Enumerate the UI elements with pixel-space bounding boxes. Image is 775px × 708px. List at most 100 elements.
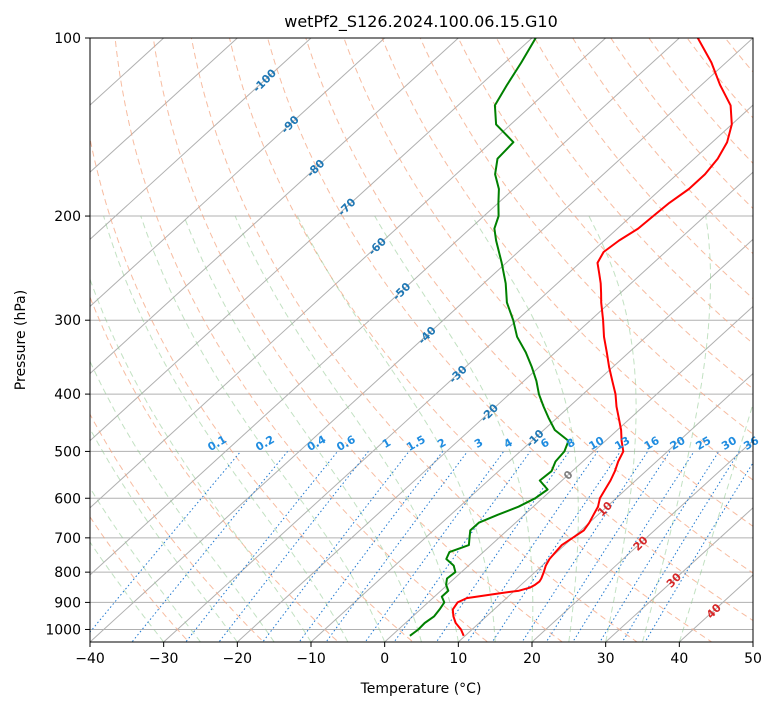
dry-adiabat-line — [114, 38, 489, 642]
mixing-ratio-label: 6 — [538, 436, 551, 451]
y-tick-label: 400 — [54, 387, 81, 403]
y-tick-label: 1000 — [45, 622, 81, 638]
dry-adiabat-line — [267, 38, 753, 622]
mixing-ratio-line — [599, 451, 720, 642]
dry-adiabat-line — [419, 38, 753, 435]
x-tick-label: 40 — [670, 651, 688, 667]
x-tick-label: −40 — [75, 651, 105, 667]
dry-adiabat-line — [305, 38, 753, 574]
moist-adiabat-line — [90, 360, 275, 642]
mixing-ratio-label: 0.2 — [253, 433, 276, 454]
mixing-ratio-label: 16 — [642, 434, 662, 453]
moist-adiabat-line — [588, 215, 637, 642]
isotherm-line — [531, 439, 753, 642]
x-tick-label: 20 — [523, 651, 541, 667]
moist-adiabat-line — [103, 215, 349, 642]
mixing-ratio-line — [218, 451, 369, 642]
mixing-ratio-label: 0.1 — [205, 433, 228, 454]
isotherm-line — [310, 238, 753, 642]
isotherm-line — [90, 38, 460, 375]
mixing-ratio-label: 30 — [719, 434, 739, 453]
moist-adiabat-line — [234, 215, 459, 642]
dry-adiabat-line — [534, 38, 753, 300]
mixing-ratio-label: 4 — [502, 436, 515, 451]
mixing-ratio-line — [572, 451, 695, 642]
mixing-ratio-label: 3 — [472, 436, 485, 451]
mixing-ratio-label: 0.4 — [305, 433, 329, 454]
x-tick-label: −10 — [296, 651, 326, 667]
mixing-ratio-line — [298, 451, 444, 642]
moist-adiabat-line — [90, 486, 201, 642]
isotherm-line — [457, 372, 753, 642]
isotherm-line — [90, 38, 165, 106]
isotherm-line — [162, 104, 753, 642]
x-tick-label: 10 — [449, 651, 467, 667]
isotherm-line — [90, 38, 239, 173]
isotherm-line — [90, 38, 533, 442]
isotherm-line — [90, 38, 312, 241]
x-tick-label: −20 — [223, 651, 253, 667]
x-axis-label: Temperature (°C) — [360, 681, 482, 697]
dry-adiabat-line — [686, 38, 753, 119]
mixing-ratio-label: 2 — [435, 436, 448, 451]
moist-adiabat-line — [471, 215, 579, 642]
dry-adiabat-line — [572, 38, 753, 255]
moist-adiabat-line — [140, 215, 386, 642]
mixing-ratio-label: 1 — [380, 436, 393, 451]
moist-adiabat-line — [678, 402, 753, 642]
isotherm-line — [90, 38, 386, 308]
mixing-ratio-line — [466, 451, 599, 642]
isotherm-line — [90, 38, 681, 576]
mixing-ratio-label: 36 — [741, 434, 761, 453]
isotherm-line — [383, 305, 753, 642]
mixing-ratio-label: 0.6 — [334, 433, 358, 454]
moist-adiabat-line — [374, 215, 534, 642]
moist-adiabat-line — [296, 215, 496, 642]
mixing-ratio-line — [621, 451, 740, 642]
mixing-ratio-label: 20 — [668, 434, 688, 453]
moist-adiabat-line — [642, 215, 711, 642]
isotherm-line — [678, 574, 753, 642]
y-axis-label: Pressure (hPa) — [13, 290, 29, 390]
x-tick-label: 30 — [597, 651, 615, 667]
moist-adiabat-line — [90, 277, 312, 642]
plot-frame — [89, 37, 754, 643]
y-tick-label: 100 — [54, 31, 81, 47]
x-tick-label: −30 — [149, 651, 179, 667]
dewpoint-profile-line — [409, 38, 570, 637]
dry-adiabat-line — [152, 38, 564, 642]
dry-adiabat-line — [343, 38, 753, 527]
dry-adiabat-line — [190, 38, 638, 642]
dry-adiabat-line — [381, 38, 753, 481]
isotherm-line — [90, 38, 753, 642]
y-tick-label: 600 — [54, 491, 81, 507]
isotherm-line — [752, 641, 753, 642]
mixing-ratio-label: 1.5 — [404, 433, 427, 454]
axes: −40 −30 −20 −10 0 10 20 30 40 50 1000 900 800 700 600 5… — [45, 31, 762, 667]
mixing-ratio-line — [364, 451, 505, 642]
moist-adiabat-line — [183, 215, 422, 642]
x-tick-label: 0 — [380, 651, 389, 667]
y-tick-label: 800 — [54, 565, 81, 581]
mixing-ratio-label: 13 — [612, 434, 632, 453]
dry-adiabat-line — [228, 38, 713, 642]
mixing-ratio-line — [521, 451, 649, 642]
dry-adiabat-line — [90, 135, 414, 642]
isotherm-line — [604, 507, 753, 642]
mixing-ratio-line — [131, 451, 288, 642]
moist-adiabat-line — [90, 427, 238, 642]
y-tick-label: 200 — [54, 209, 81, 225]
plot-area — [90, 11, 775, 654]
mixing-ratio-line — [325, 451, 468, 642]
moist-adiabat-line — [90, 541, 165, 642]
isotherm-line — [90, 38, 607, 509]
dry-adiabat-line — [742, 11, 775, 654]
dry-adiabat-line — [90, 295, 339, 642]
temperature-profile-line — [451, 38, 733, 637]
y-tick-label: 700 — [54, 531, 81, 547]
mixing-ratio-label: 10 — [587, 434, 607, 453]
y-tick-label: 300 — [54, 313, 81, 329]
y-tick-label: 500 — [54, 444, 81, 460]
mixing-ratio-line — [491, 451, 621, 642]
